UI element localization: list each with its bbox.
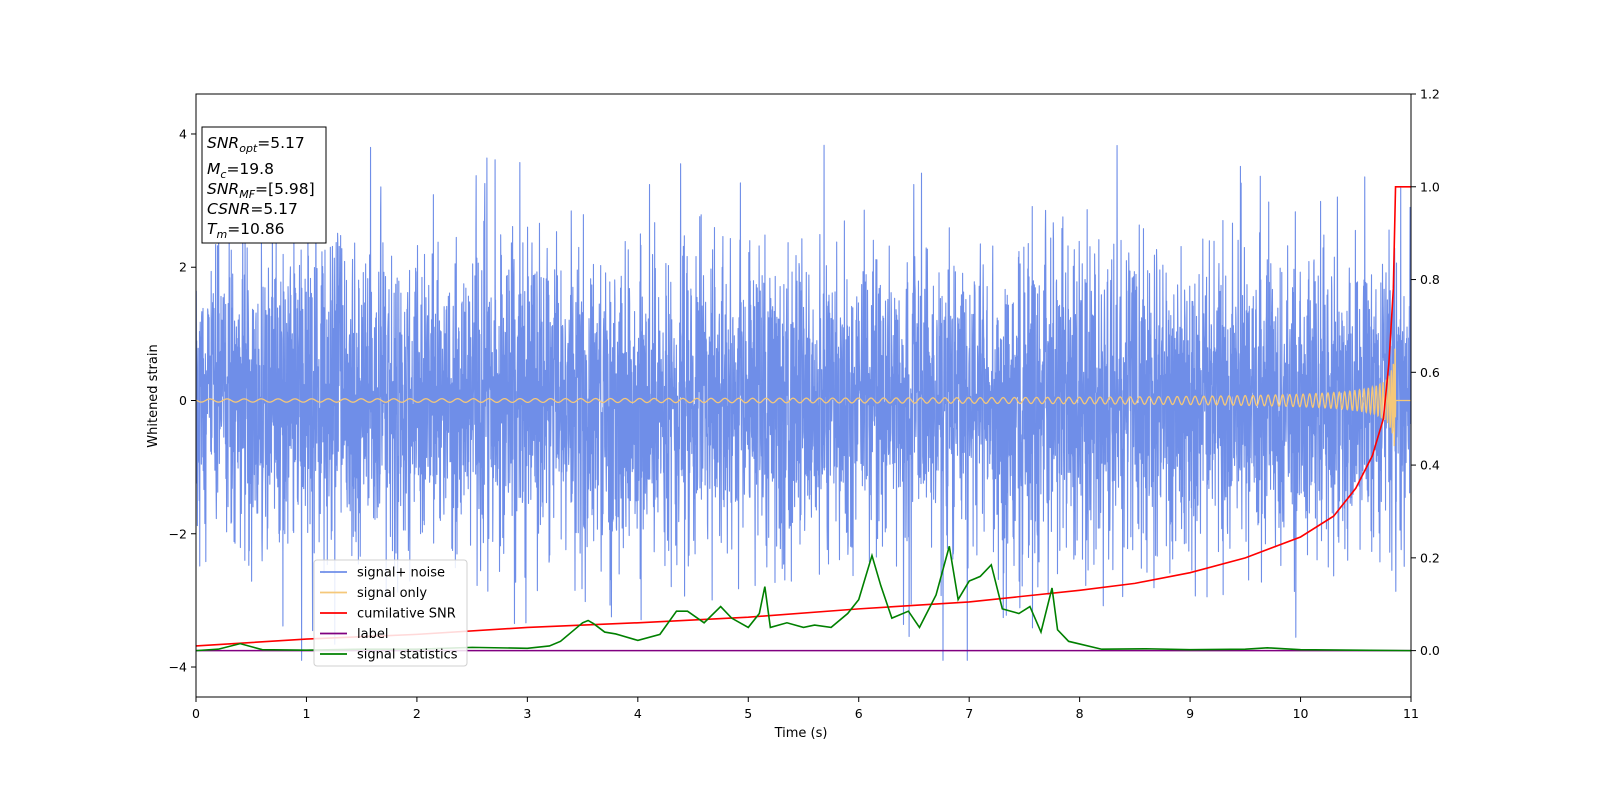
signal-noise-line xyxy=(196,144,1411,661)
x-tick-label: 7 xyxy=(965,706,973,721)
y-left-tick-label: −2 xyxy=(169,526,187,541)
x-tick-label: 5 xyxy=(744,706,752,721)
y-right-tick-label: 0.2 xyxy=(1420,550,1440,565)
x-tick-label: 0 xyxy=(192,706,200,721)
y-right-tick-label: 0.4 xyxy=(1420,458,1440,473)
y-axis-right: 0.0 0.2 0.4 0.6 0.8 1.0 1.2 xyxy=(1411,87,1440,658)
y-left-tick-label: 4 xyxy=(179,126,187,141)
legend-label: label xyxy=(357,627,388,642)
legend-label: signal statistics xyxy=(357,648,458,663)
y-right-tick-label: 0.0 xyxy=(1420,643,1440,658)
x-tick-label: 8 xyxy=(1076,706,1084,721)
x-tick-label: 11 xyxy=(1403,706,1419,721)
x-tick-label: 4 xyxy=(634,706,642,721)
x-axis: 0 1 2 3 4 5 6 7 8 9 10 11 xyxy=(192,697,1419,721)
x-tick-label: 9 xyxy=(1186,706,1194,721)
signal-only-line xyxy=(196,348,1411,447)
y-right-tick-label: 1.0 xyxy=(1420,179,1440,194)
y-right-tick-label: 1.2 xyxy=(1420,87,1440,102)
y-left-tick-label: 0 xyxy=(179,393,187,408)
x-tick-label: 6 xyxy=(855,706,863,721)
plot-frame xyxy=(195,93,1412,698)
legend-label: signal+ noise xyxy=(357,566,445,581)
annotation-line: CSNR=5.17 xyxy=(207,200,298,218)
y-axis-left: −4 −2 0 2 4 xyxy=(169,126,196,675)
signal-statistics-line xyxy=(196,546,1411,652)
y-left-tick-label: −4 xyxy=(169,660,187,675)
annotation-line: Mc=19.8 xyxy=(207,160,274,181)
legend-label: cumilative SNR xyxy=(357,607,456,622)
annotation-line: Tm=10.86 xyxy=(207,220,285,241)
annotation-line: SNRMF=[5.98] xyxy=(207,180,315,201)
y-left-tick-label: 2 xyxy=(179,260,187,275)
x-tick-label: 1 xyxy=(302,706,310,721)
x-tick-label: 10 xyxy=(1293,706,1309,721)
y-right-tick-label: 0.8 xyxy=(1420,272,1440,287)
x-tick-label: 3 xyxy=(523,706,531,721)
legend: signal+ noise signal only cumilative SNR la… xyxy=(313,559,468,667)
x-tick-label: 2 xyxy=(413,706,421,721)
x-axis-label: Time (s) xyxy=(774,726,828,741)
legend-label: signal only xyxy=(357,586,427,601)
y-axis-label: Whitened strain xyxy=(146,344,161,447)
y-right-tick-label: 0.6 xyxy=(1420,365,1440,380)
annotation-line: SNRopt=5.17 xyxy=(207,134,305,155)
cumulative-snr-line xyxy=(196,185,1411,647)
